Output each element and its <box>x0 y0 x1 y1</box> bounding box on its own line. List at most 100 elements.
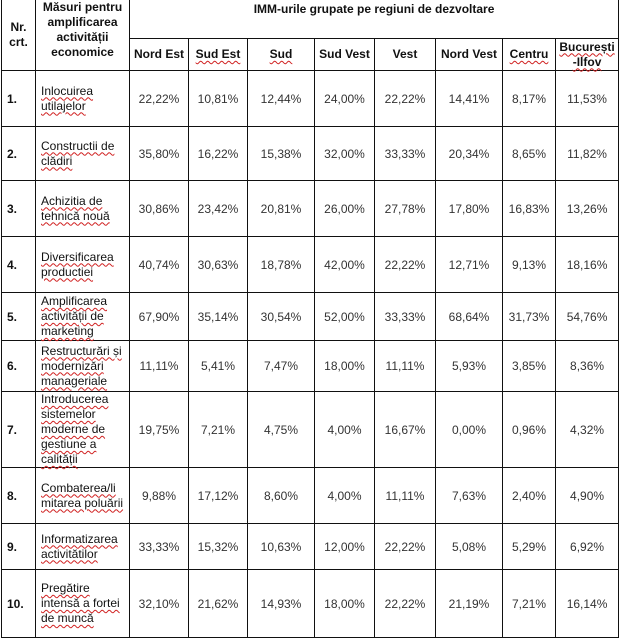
value-cell: 32,00% <box>314 126 375 181</box>
value-cell: 20,34% <box>435 126 503 181</box>
value-cell: 21,62% <box>188 569 248 638</box>
row-number: 5. <box>1 292 36 341</box>
value-cell: 18,78% <box>247 236 315 293</box>
value-cell: 17,12% <box>188 467 248 524</box>
value-cell: 24,00% <box>314 70 375 127</box>
value-cell: 33,33% <box>374 292 436 341</box>
measure-text: Restructurări și modernizări manageriale <box>41 343 122 388</box>
value-cell: 5,93% <box>435 340 503 392</box>
value-cell: 15,32% <box>188 523 248 570</box>
row-number: 10. <box>1 569 36 638</box>
value-cell: 10,63% <box>247 523 315 570</box>
value-cell: 8,17% <box>502 70 556 127</box>
row-number: 9. <box>1 523 36 570</box>
header-region: Sud <box>247 38 315 71</box>
value-cell: 4,90% <box>554 467 620 524</box>
header-region: Sud Est <box>188 38 248 71</box>
value-cell: 52,00% <box>314 292 375 341</box>
value-cell: 18,16% <box>554 236 620 293</box>
value-cell: 23,42% <box>188 180 248 237</box>
value-cell: 9,88% <box>129 467 189 524</box>
row-number: 1. <box>1 70 36 127</box>
header-nr: Nr. crt. <box>1 0 36 71</box>
value-cell: 30,86% <box>129 180 189 237</box>
measure-label: Amplificarea activității de marketing <box>35 292 130 341</box>
value-cell: 5,41% <box>188 340 248 392</box>
header-region: București -Ilfov <box>554 38 620 71</box>
value-cell: 8,60% <box>247 467 315 524</box>
value-cell: 33,33% <box>374 126 436 181</box>
value-cell: 67,90% <box>129 292 189 341</box>
value-cell: 22,22% <box>374 70 436 127</box>
value-cell: 20,81% <box>247 180 315 237</box>
row-number: 7. <box>1 391 36 468</box>
header-region-text: Sud Est <box>195 47 241 61</box>
value-cell: 10,81% <box>188 70 248 127</box>
measure-text: Achizitia de tehnică nouă <box>41 193 110 223</box>
table-row: 2. Constructii de clădiri 35,80% 16,22% 15,3… <box>1 126 620 181</box>
measure-text: Informatizarea activitătilor <box>41 531 118 561</box>
row-number: 6. <box>1 340 36 392</box>
value-cell: 12,44% <box>247 70 315 127</box>
value-cell: 11,11% <box>374 467 436 524</box>
table-row: 6. Restructurări și modernizări manageria… <box>1 340 620 392</box>
value-cell: 32,10% <box>129 569 189 638</box>
value-cell: 14,41% <box>435 70 503 127</box>
value-cell: 7,21% <box>188 391 248 468</box>
measure-text: Combaterea/li mitarea poluării <box>41 480 124 510</box>
value-cell: 12,00% <box>314 523 375 570</box>
measure-label: Constructii de clădiri <box>35 126 130 181</box>
header-measure: Măsuri pentru amplificarea activității e… <box>35 0 130 71</box>
value-cell: 4,32% <box>554 391 620 468</box>
value-cell: 4,00% <box>314 391 375 468</box>
value-cell: 16,83% <box>502 180 556 237</box>
header-region: Centru <box>502 38 556 71</box>
value-cell: 12,71% <box>435 236 503 293</box>
value-cell: 42,00% <box>314 236 375 293</box>
value-cell: 11,82% <box>554 126 620 181</box>
measure-label: Achizitia de tehnică nouă <box>35 180 130 237</box>
value-cell: 6,92% <box>554 523 620 570</box>
value-cell: 22,22% <box>129 70 189 127</box>
measure-label: Inlocuirea utilajelor <box>35 70 130 127</box>
value-cell: 22,22% <box>374 569 436 638</box>
value-cell: 4,75% <box>247 391 315 468</box>
value-cell: 16,14% <box>554 569 620 638</box>
table-row: 1. Inlocuirea utilajelor 22,22% 10,81% 12,44… <box>1 70 620 127</box>
value-cell: 4,00% <box>314 467 375 524</box>
value-cell: 7,63% <box>435 467 503 524</box>
value-cell: 0,00% <box>435 391 503 468</box>
row-number: 2. <box>1 126 36 181</box>
value-cell: 7,47% <box>247 340 315 392</box>
value-cell: 54,76% <box>554 292 620 341</box>
value-cell: 3,85% <box>502 340 556 392</box>
header-group: IMM-urile grupate pe regiuni de dezvolta… <box>128 0 620 39</box>
value-cell: 35,14% <box>188 292 248 341</box>
value-cell: 5,08% <box>435 523 503 570</box>
header-region-text: Sud <box>269 47 293 61</box>
measure-label: Pregătire intensă a fortei de muncă <box>35 569 130 638</box>
value-cell: 68,64% <box>435 292 503 341</box>
value-cell: 27,78% <box>374 180 436 237</box>
header-region: Nord Vest <box>435 38 503 71</box>
value-cell: 40,74% <box>129 236 189 293</box>
measure-label: Combaterea/li mitarea poluării <box>35 467 130 524</box>
table-row: 9. Informatizarea activitătilor 33,33% 15,3… <box>1 523 620 570</box>
value-cell: 30,54% <box>247 292 315 341</box>
measure-label: Informatizarea activitătilor <box>35 523 130 570</box>
value-cell: 7,21% <box>502 569 556 638</box>
value-cell: 19,75% <box>129 391 189 468</box>
measure-text: Introducerea sistemelor moderne de gesti… <box>41 392 109 466</box>
header-region: Nord Est <box>129 38 189 71</box>
measure-label: Introducerea sistemelor moderne de gesti… <box>35 391 130 468</box>
value-cell: 30,63% <box>188 236 248 293</box>
value-cell: 15,38% <box>247 126 315 181</box>
header-region: Vest <box>374 38 436 71</box>
value-cell: 11,11% <box>129 340 189 392</box>
value-cell: 22,22% <box>374 236 436 293</box>
row-number: 3. <box>1 180 36 237</box>
value-cell: 11,53% <box>554 70 620 127</box>
value-cell: 8,65% <box>502 126 556 181</box>
row-number: 8. <box>1 467 36 524</box>
